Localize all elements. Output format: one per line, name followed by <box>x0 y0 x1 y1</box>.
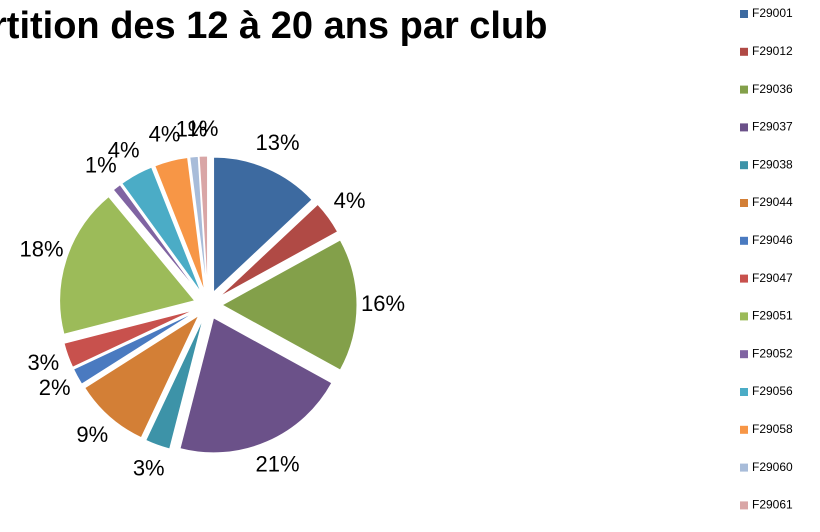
pie-slice <box>72 311 196 385</box>
pie-slice <box>63 309 196 368</box>
legend-swatch <box>740 274 748 283</box>
legend-label: F29012 <box>752 44 793 58</box>
legend-label: F29044 <box>752 195 793 209</box>
pie-slice <box>59 195 196 335</box>
data-label: 16% <box>361 291 405 316</box>
pie-slice <box>179 317 333 454</box>
legend-swatch <box>740 10 748 18</box>
legend-label: F29038 <box>752 157 793 171</box>
legend-label: F29056 <box>752 384 793 398</box>
data-label: 3% <box>27 350 59 375</box>
data-label: 9% <box>76 422 108 447</box>
pie-slice <box>112 184 200 295</box>
chart-title: rtition des 12 à 20 ans par club <box>0 5 547 47</box>
pie-slice <box>213 156 313 294</box>
pie-slice <box>84 314 200 439</box>
legend-swatch <box>740 161 748 170</box>
data-label: 3% <box>133 455 165 480</box>
legend-label: F29060 <box>752 460 793 474</box>
data-label: 2% <box>39 375 71 400</box>
pie-slice <box>218 203 339 298</box>
legend-swatch <box>740 47 748 56</box>
pie-slice <box>198 155 209 292</box>
legend-swatch <box>740 199 748 207</box>
legend-label: F29058 <box>752 422 793 436</box>
legend-label: F29001 <box>752 6 793 20</box>
legend-swatch <box>740 388 748 396</box>
legend-label: F29047 <box>752 271 793 285</box>
data-label: 18% <box>20 237 64 262</box>
pie-slice <box>121 166 202 294</box>
legend-swatch <box>740 123 748 132</box>
data-label: 1% <box>85 153 117 178</box>
legend-label: F29036 <box>752 82 793 96</box>
legend-swatch <box>740 501 748 510</box>
legend-swatch <box>740 350 748 359</box>
legend-swatch <box>740 312 748 321</box>
pie-slice <box>154 156 206 292</box>
legend-label: F29046 <box>752 233 793 247</box>
data-label: 1% <box>187 116 219 141</box>
legend-label: F29037 <box>752 120 793 134</box>
legend-swatch <box>740 85 748 94</box>
legend-swatch <box>740 463 748 472</box>
legend-swatch <box>740 425 748 434</box>
legend-label: F29051 <box>752 309 793 323</box>
legend-label: F29052 <box>752 346 793 360</box>
data-label: 4% <box>108 137 140 162</box>
data-label: 4% <box>149 121 181 146</box>
legend-swatch <box>740 236 748 245</box>
pie-slice <box>145 317 204 450</box>
data-label: 13% <box>255 130 299 155</box>
legend-label: F29061 <box>752 498 793 512</box>
pie-slice <box>189 155 208 292</box>
data-label: 4% <box>334 188 366 213</box>
data-label: 21% <box>255 451 299 476</box>
pie-slice <box>220 239 358 371</box>
data-label: 1% <box>176 117 208 142</box>
